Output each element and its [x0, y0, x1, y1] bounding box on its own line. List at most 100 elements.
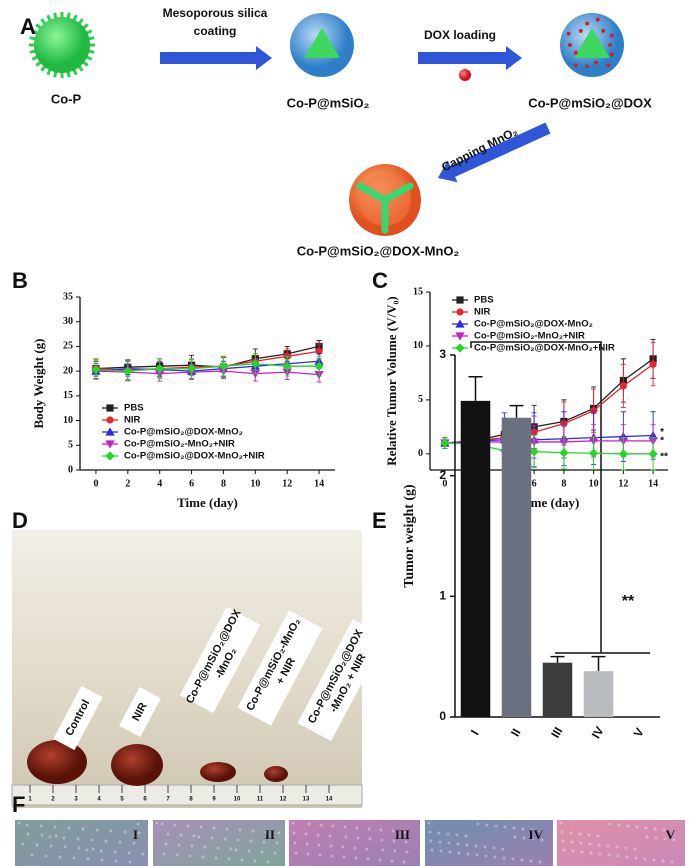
marker — [618, 449, 628, 459]
tumor — [200, 762, 236, 782]
tissue-speckle — [214, 856, 218, 860]
tissue-speckle — [635, 825, 639, 829]
tissue-speckle — [466, 852, 470, 856]
marker — [155, 364, 165, 374]
panel-label: D — [12, 508, 28, 533]
tissue-speckle — [607, 853, 611, 857]
tissue-speckle — [179, 833, 183, 837]
tissue-speckle — [562, 848, 566, 852]
product-label: Co-P@mSiO₂@DOX — [528, 95, 652, 110]
tissue-speckle — [456, 842, 460, 846]
tissue-speckle — [539, 829, 543, 833]
marker — [455, 332, 465, 341]
tissue-speckle — [645, 835, 649, 839]
histology-label: IV — [529, 827, 544, 842]
tissue-speckle — [44, 854, 48, 858]
marker — [218, 361, 229, 371]
tissue-speckle — [429, 839, 433, 843]
significance-mark: ** — [660, 451, 668, 462]
x-tick-label: 14 — [314, 478, 324, 489]
histology-image — [15, 820, 148, 866]
tissue-speckle — [54, 834, 58, 838]
tissue-speckle — [476, 822, 480, 826]
x-axis-title: Time (day) — [177, 495, 238, 510]
tissue-speckle — [304, 832, 308, 836]
tissue-speckle — [457, 851, 461, 855]
tissue-speckle — [380, 838, 384, 842]
x-tick-label: IV — [589, 724, 607, 741]
tissue-speckle — [587, 833, 591, 837]
tissue-speckle — [437, 831, 441, 835]
tissue-speckle — [77, 846, 81, 850]
tissue-speckle — [251, 829, 255, 833]
dox-dot — [608, 43, 612, 47]
tissue-speckle — [190, 844, 194, 848]
scheme-art — [29, 12, 624, 236]
ruler-number: 12 — [280, 797, 287, 803]
tissue-speckle — [21, 842, 25, 846]
tissue-speckle — [404, 840, 408, 844]
panel-label: F — [12, 792, 25, 817]
tumor — [264, 766, 288, 782]
label-card — [119, 686, 161, 738]
dox-dot — [609, 52, 614, 57]
label-card — [297, 618, 387, 742]
marker — [456, 296, 464, 304]
dox-dot — [573, 63, 578, 68]
tissue-speckle — [475, 853, 479, 857]
significance-mark: * — [660, 436, 664, 447]
series-line — [95, 360, 320, 372]
tissue-speckle — [253, 859, 257, 863]
x-tick-label: 12 — [282, 478, 292, 489]
y-tick-label: 35 — [63, 291, 73, 302]
label-card — [237, 610, 323, 726]
tissue-speckle — [653, 827, 657, 831]
tissue-speckle — [292, 831, 296, 835]
tissue-speckle — [118, 840, 122, 844]
tissue-speckle — [448, 850, 452, 854]
ruler-number: 13 — [303, 797, 310, 803]
ruler-number: 6 — [143, 797, 147, 803]
tissue-speckle — [62, 836, 66, 840]
tissue-speckle — [203, 845, 207, 849]
tissue-speckle — [626, 824, 630, 828]
legend-label: Co-P@mSiO₂@DOX-MnO₂+NIR — [124, 451, 265, 462]
ruler-number: 5 — [120, 797, 124, 803]
tissue-speckle — [439, 849, 443, 853]
tissue-speckle — [277, 831, 281, 835]
tissue-speckle — [175, 853, 179, 857]
tissue-speckle — [483, 845, 487, 849]
tissue-speckle — [291, 821, 295, 825]
dox-dot — [594, 60, 599, 65]
tissue-speckle — [661, 859, 665, 863]
tissue-speckle — [114, 859, 118, 863]
tissue-speckle — [503, 825, 507, 829]
tissue-speckle — [365, 847, 369, 851]
y-tick-label: 10 — [413, 340, 423, 351]
tissue-speckle — [578, 832, 582, 836]
tissue-speckle — [17, 821, 21, 825]
dox-dot — [568, 43, 572, 47]
tissue-speckle — [378, 858, 382, 862]
dox-dot — [578, 28, 583, 33]
tumor — [111, 744, 163, 786]
y-tick-label: 0 — [439, 709, 446, 723]
x-axis-title: Time (day) — [519, 495, 580, 510]
product-label: Co-P@mSiO₂@DOX-MnO₂ — [297, 243, 460, 258]
tissue-speckle — [465, 843, 469, 847]
tissue-speckle — [446, 832, 450, 836]
marker — [123, 366, 133, 376]
histology-image — [425, 820, 553, 866]
tissue-speckle — [513, 835, 517, 839]
tissue-speckle — [588, 842, 592, 846]
tissue-speckle — [26, 832, 30, 836]
ruler-number: 3 — [74, 797, 78, 803]
tissue-speckle — [127, 851, 131, 855]
tissue-speckle — [485, 823, 489, 827]
ruler-number: 1 — [28, 797, 32, 803]
tissue-speckle — [606, 844, 610, 848]
tissue-speckle — [162, 852, 166, 856]
core-branches — [356, 182, 414, 234]
tissue-speckle — [173, 823, 177, 827]
